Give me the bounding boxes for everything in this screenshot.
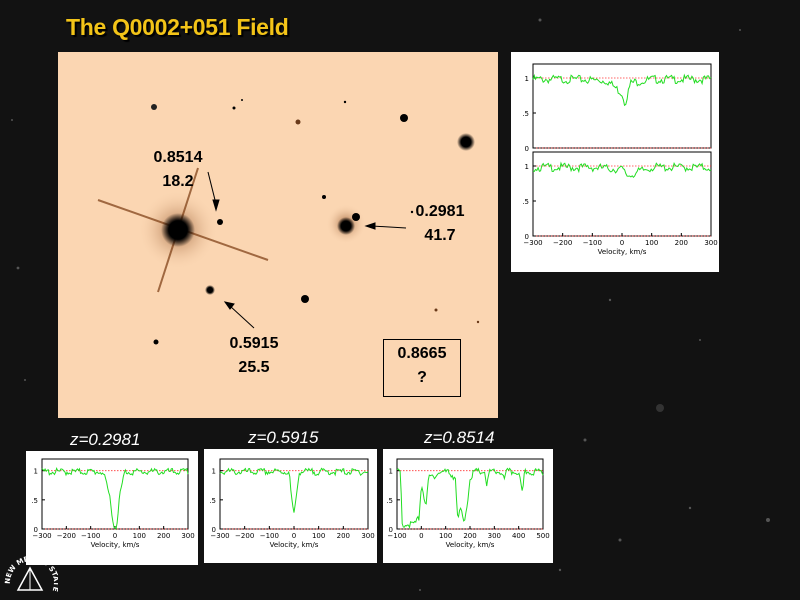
galaxy-0-5915 (205, 285, 215, 295)
plot-frame (41, 458, 189, 530)
x-tick-label: 300 (488, 532, 501, 540)
x-tick-label: −100 (260, 532, 279, 540)
y-tick-label: 1 (389, 468, 393, 476)
spectrum-series (532, 73, 712, 107)
plot-frame (219, 458, 369, 530)
y-tick-label: 1 (525, 163, 529, 171)
x-tick-label: 0 (419, 532, 423, 540)
x-axis-label: Velocity, km/s (270, 541, 319, 549)
x-tick-label: 100 (645, 239, 658, 247)
x-tick-label: −300 (32, 532, 51, 540)
x-tick-label: 100 (133, 532, 146, 540)
x-tick-label: −200 (57, 532, 76, 540)
spectrum-plot-top-right: 0 .5 1 0 .5 1 −300 −200 −100 0 100 200 300 Velocity, … (522, 63, 718, 256)
caption-z-0-5915: z=0.5915 (248, 428, 319, 447)
x-tick-label: −300 (523, 239, 542, 247)
spectrum-plot-bottom-2: 0 .5 1 −300 −200 −100 0 100 200 300 Velocity, km/s (209, 458, 375, 549)
caption-z-0-2981: z=0.2981 (70, 430, 141, 449)
x-tick-label: −100 (583, 239, 602, 247)
redshift-value: 0.8665 (397, 345, 447, 362)
label-galaxy-0-5915: 0.5915 25.5 (214, 332, 294, 380)
spectra-panel-bottom-1: 0 .5 1 −300 −200 −100 0 100 200 300 Velocity, km/s (26, 451, 198, 565)
x-tick-label: −100 (81, 532, 100, 540)
y-tick-label: 0 (212, 526, 216, 534)
x-tick-label: 0 (620, 239, 624, 247)
x-tick-label: 300 (181, 532, 194, 540)
field-sources (97, 99, 480, 345)
measured-value: 41.7 (424, 227, 456, 244)
x-tick-label: −200 (553, 239, 572, 247)
y-tick-label: 0 (525, 145, 529, 153)
y-tick-label: 1 (212, 468, 216, 476)
spectra-panel-top-right: 0 .5 1 0 .5 1 −300 −200 −100 0 100 200 300 Velocity, … (511, 52, 719, 272)
measured-value: ? (417, 369, 427, 386)
x-tick-label: 0 (113, 532, 117, 540)
x-tick-label: 300 (704, 239, 717, 247)
x-tick-label: 300 (361, 532, 374, 540)
galaxy-0-2981 (337, 217, 355, 235)
y-tick-label: 0 (525, 233, 529, 241)
x-axis-label: Velocity, km/s (91, 541, 140, 549)
y-tick-label: 1 (34, 468, 38, 476)
bright-star (161, 213, 195, 247)
university-seal-logo: NEW MEXICO STATE UNIVERSITY (2, 540, 58, 595)
y-tick-label: 0 (34, 526, 38, 534)
y-tick-label: .5 (522, 198, 529, 206)
x-tick-label: 200 (337, 532, 350, 540)
x-tick-label: 100 (439, 532, 452, 540)
measured-value: 25.5 (238, 359, 270, 376)
redshift-value: 0.2981 (415, 203, 465, 220)
label-galaxy-0-8665: 0.8665 ? (383, 339, 461, 397)
y-tick-label: .5 (209, 497, 216, 505)
y-tick-label: 0 (389, 526, 393, 534)
x-axis-label: Velocity, km/s (446, 541, 495, 549)
y-tick-label: .5 (522, 110, 529, 118)
redshift-value: 0.5915 (229, 335, 279, 352)
measured-value: 18.2 (162, 173, 194, 190)
y-tick-label: .5 (386, 497, 393, 505)
field-image: 0.8514 18.2 0.2981 41.7 0.5915 25.5 0.86… (58, 52, 498, 418)
galaxy-0-8514 (217, 219, 223, 225)
spectrum-series (396, 467, 544, 530)
spectrum-series (532, 161, 712, 179)
y-tick-label: 1 (525, 75, 529, 83)
x-tick-label: 100 (312, 532, 325, 540)
spectrum-series (219, 467, 369, 513)
slide-title: The Q0002+051 Field (66, 14, 289, 40)
x-tick-label: −100 (387, 532, 406, 540)
spectrum-series (41, 467, 189, 531)
spectrum-plot-bottom-1: 0 .5 1 −300 −200 −100 0 100 200 300 Velocity, km/s (31, 458, 195, 549)
x-tick-label: 0 (292, 532, 296, 540)
x-tick-label: −200 (235, 532, 254, 540)
x-tick-label: 400 (512, 532, 525, 540)
spectra-panel-bottom-3: 0.5 1 −100 0 100 200 300 400 500 Velocity, km/s (383, 449, 553, 563)
spectra-panel-bottom-2: 0 .5 1 −300 −200 −100 0 100 200 300 Velocity, km/s (204, 449, 377, 563)
x-tick-label: 200 (463, 532, 476, 540)
x-tick-label: −300 (210, 532, 229, 540)
redshift-value: 0.8514 (153, 149, 203, 166)
label-galaxy-0-8514: 0.8514 18.2 (138, 146, 218, 194)
plot-frame (532, 63, 712, 149)
x-tick-label: 500 (536, 532, 549, 540)
plot-frame (532, 151, 712, 237)
label-galaxy-0-2981: 0.2981 41.7 (400, 200, 480, 248)
x-tick-label: 200 (157, 532, 170, 540)
y-tick-label: .5 (31, 497, 38, 505)
x-axis-label: Velocity, km/s (598, 248, 647, 256)
x-tick-label: 200 (675, 239, 688, 247)
caption-z-0-8514: z=0.8514 (424, 428, 495, 447)
